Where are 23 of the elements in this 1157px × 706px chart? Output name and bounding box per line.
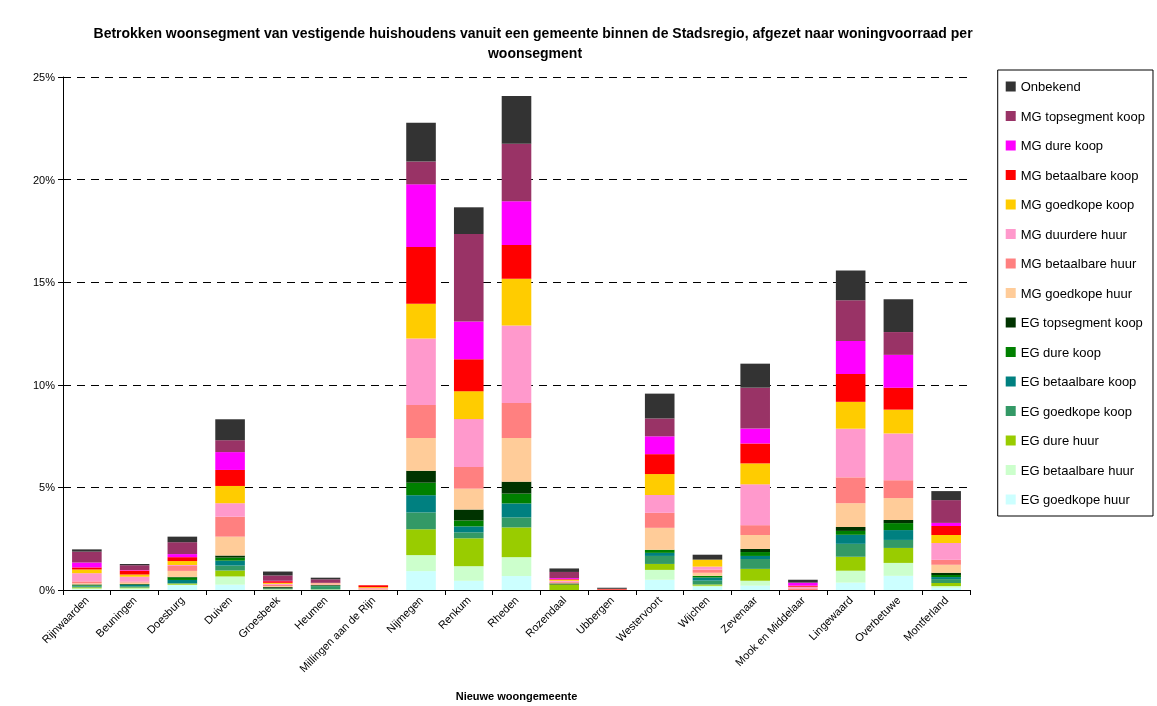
y-tick-label: 0% xyxy=(39,584,56,596)
y-tick-label: 15% xyxy=(32,276,56,289)
legend-label: MG betaalbare huur xyxy=(1020,256,1138,271)
legend-label: MG goedkope huur xyxy=(1020,285,1133,301)
legend-label: EG dure huur xyxy=(1020,433,1100,448)
legend-label: EG betaalbare huur xyxy=(1020,462,1135,478)
chart-title: Betrokken woonsegment van vestigende huishoudens vanuit een gemeente binnen de Stadsregio, afgezet naar woningvoorraad per woonsegment xyxy=(93,25,977,61)
legend-label: EG goedkope koop xyxy=(1020,403,1133,419)
legend-label: EG dure koop xyxy=(1020,344,1101,360)
legend-label: EG goedkope huur xyxy=(1020,492,1131,507)
y-tick-label: 25% xyxy=(32,71,56,83)
legend-label: EG betaalbare koop xyxy=(1020,374,1137,389)
legend-label: Onbekend xyxy=(1020,79,1081,94)
legend-label: MG goedkope koop xyxy=(1020,197,1135,212)
legend-label: MG topsegment koop xyxy=(1020,108,1146,124)
legend-label: MG betaalbare koop xyxy=(1020,167,1139,183)
legend-label: MG duurdere huur xyxy=(1020,226,1128,242)
y-tick-label: 5% xyxy=(39,481,56,494)
legend-label: MG dure koop xyxy=(1020,138,1104,153)
x-axis-title: Nieuwe woongemeente xyxy=(455,689,578,702)
legend-label: EG topsegment koop xyxy=(1020,315,1143,330)
y-tick-label: 10% xyxy=(32,378,56,391)
y-tick-label: 20% xyxy=(32,173,56,186)
